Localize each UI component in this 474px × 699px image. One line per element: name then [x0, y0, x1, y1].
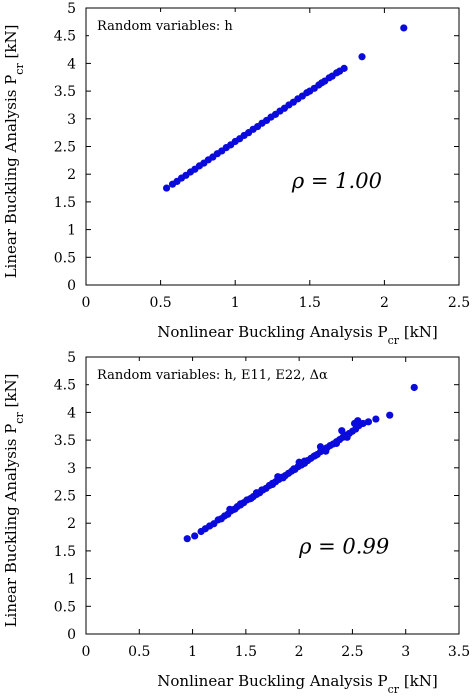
y-axis-label: Linear Buckling Analysis Pcr [kN]	[2, 374, 26, 628]
data-point	[290, 465, 298, 473]
y-tick-label: 5	[67, 350, 76, 366]
data-point	[372, 415, 380, 423]
data-point	[350, 419, 359, 428]
y-tick-label: 1	[67, 572, 76, 588]
y-tick-label: 4.5	[54, 29, 76, 45]
data-point	[268, 479, 277, 487]
data-point	[183, 535, 191, 543]
x-tick-label: 0	[82, 644, 91, 660]
x-tick-label: 2.5	[341, 644, 363, 660]
x-tick-label: 1.5	[299, 295, 321, 311]
data-point	[252, 489, 261, 497]
y-tick-label: 1	[67, 223, 76, 239]
y-axis-label-subscript: cr	[13, 63, 26, 75]
data-point	[340, 64, 348, 72]
x-tick-label: 1	[188, 644, 197, 660]
y-tick-label: 5	[67, 1, 76, 17]
y-tick-label: 3.5	[54, 84, 76, 100]
data-point	[316, 443, 325, 451]
y-axis-label-subscript: cr	[13, 412, 26, 424]
y-tick-label: 3	[67, 112, 76, 128]
y-tick-label: 1.5	[54, 544, 76, 560]
y-tick-label: 3.5	[54, 433, 76, 449]
x-tick-label: 1	[231, 295, 240, 311]
y-tick-label: 2	[67, 516, 76, 532]
data-point	[311, 452, 319, 460]
x-axis-label-subscript: cr	[388, 334, 400, 347]
y-tick-label: 2	[67, 167, 76, 183]
plot-frame	[85, 356, 460, 635]
y-tick-label: 4	[67, 56, 76, 72]
x-axis-label-subscript: cr	[388, 683, 400, 696]
x-tick-label: 3	[401, 644, 410, 660]
data-point	[258, 486, 266, 494]
data-point	[247, 494, 255, 502]
legend-background	[89, 361, 371, 387]
data-point	[236, 500, 245, 508]
data-point	[343, 433, 351, 441]
y-tick-label: 4	[67, 405, 76, 421]
correlation-annotation: ρ = 0.99	[298, 535, 389, 559]
y-tick-label: 4.5	[54, 378, 76, 394]
data-point	[231, 505, 239, 513]
plot-frame	[85, 7, 460, 286]
y-axis-label: Linear Buckling Analysis Pcr [kN]	[2, 25, 26, 279]
data-point	[332, 439, 341, 448]
chart-panel-2: 0 0.5 1 1.5 2 2.5 3 3.5 0 0.5 1 1.5 2 2.5 3 3.5 4 4.5 5 Ran…	[2, 350, 470, 696]
x-axis-label-unit: [kN]	[399, 672, 438, 690]
scatter-points	[183, 383, 418, 543]
y-tick-label: 2.5	[54, 140, 76, 156]
data-point	[364, 418, 373, 426]
x-tick-label: 0	[82, 295, 91, 311]
y-tick-label: 3	[67, 461, 76, 477]
data-point	[386, 411, 394, 419]
x-tick-label: 1.5	[235, 644, 257, 660]
x-tick-label: 0.5	[149, 295, 171, 311]
x-axis-label-main: Nonlinear Buckling Analysis P	[157, 323, 387, 341]
x-tick-label: 2	[380, 295, 389, 311]
data-point	[226, 505, 234, 513]
x-tick-label: 0.5	[128, 644, 150, 660]
legend-text: Random variables: h	[97, 19, 233, 34]
x-tick-label: 2.5	[448, 295, 470, 311]
correlation-annotation: ρ = 1.00	[291, 169, 382, 193]
y-tick-label: 0	[67, 627, 76, 643]
scatter-points	[162, 24, 408, 192]
data-point	[358, 53, 366, 61]
data-point	[191, 532, 199, 540]
y-tick-label: 2.5	[54, 489, 76, 505]
data-point	[410, 383, 418, 392]
legend: Random variables: h, E11, E22, Δα	[89, 361, 371, 387]
x-axis-label-main: Nonlinear Buckling Analysis P	[157, 672, 387, 690]
x-axis-label-unit: [kN]	[399, 323, 438, 341]
legend: Random variables: h	[89, 12, 271, 38]
y-tick-label: 1.5	[54, 195, 76, 211]
data-point	[400, 24, 408, 32]
x-axis-label: Nonlinear Buckling Analysis Pcr [kN]	[157, 672, 438, 696]
data-point	[162, 184, 171, 192]
y-axis-label-main: Linear Buckling Analysis P	[2, 424, 20, 628]
y-tick-label: 0.5	[54, 250, 76, 266]
x-tick-label: 2	[295, 644, 304, 660]
x-tick-label: 3.5	[448, 644, 470, 660]
y-axis-label-unit: [kN]	[2, 25, 20, 64]
y-axis-label-main: Linear Buckling Analysis P	[2, 75, 20, 279]
data-point	[274, 473, 282, 481]
chart-panel-1: 0 0.5 1 1.5 2 2.5 0 0.5 1 1.5 2 2.5 3 3.5 4 4.5 5 Random …	[2, 1, 470, 347]
x-axis-label: Nonlinear Buckling Analysis Pcr [kN]	[157, 323, 438, 347]
data-point	[295, 458, 303, 466]
legend-text: Random variables: h, E11, E22, Δα	[97, 368, 328, 383]
data-point	[338, 427, 346, 435]
y-axis-label-unit: [kN]	[2, 374, 20, 413]
y-tick-label: 0.5	[54, 599, 76, 615]
data-point	[322, 447, 330, 455]
y-tick-label: 0	[67, 278, 76, 294]
legend-background	[89, 12, 271, 38]
